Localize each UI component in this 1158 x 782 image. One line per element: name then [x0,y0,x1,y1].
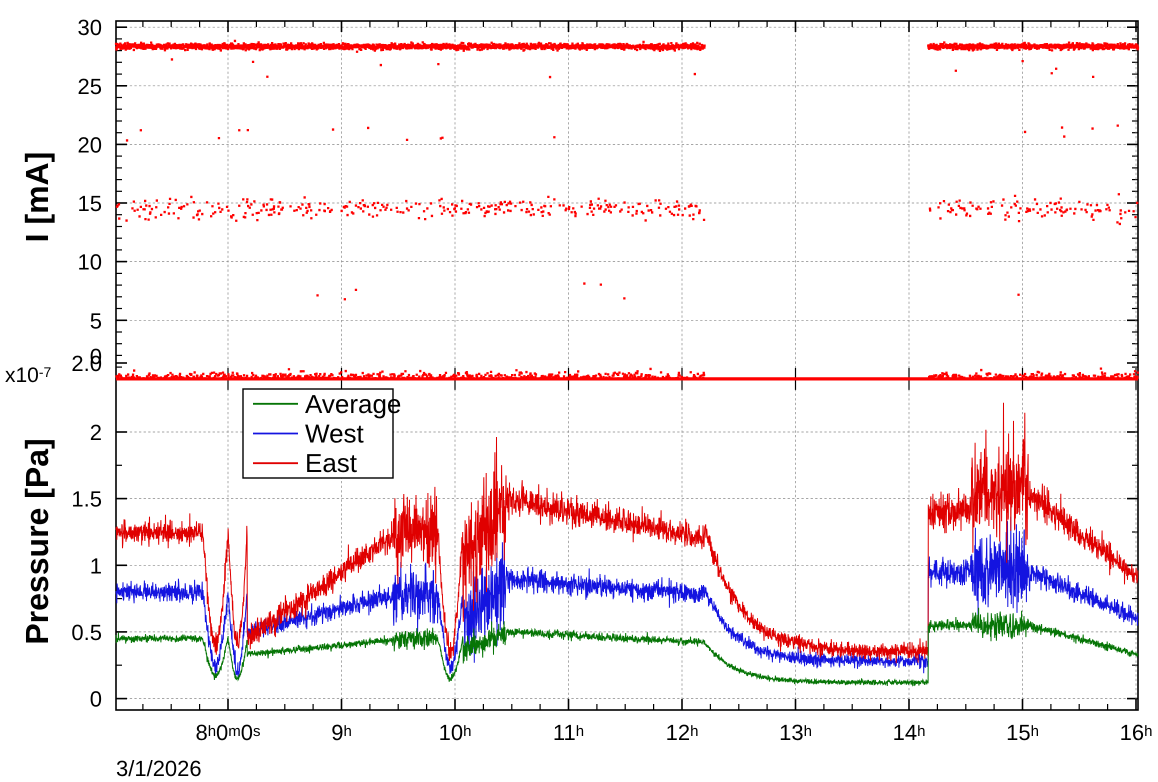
svg-text:15: 15 [78,191,102,216]
svg-text:Pressure [Pa]: Pressure [Pa] [19,438,55,644]
svg-text:0: 0 [90,344,102,369]
svg-text:East: East [305,448,358,478]
svg-text:8h0m0s: 8h0m0s [195,720,260,745]
svg-text:Average: Average [305,389,401,419]
svg-text:1.5: 1.5 [71,487,102,512]
svg-text:0: 0 [90,687,102,712]
svg-text:20: 20 [78,132,102,157]
svg-text:West: West [305,419,365,449]
svg-text:1: 1 [90,553,102,578]
svg-text:2: 2 [90,420,102,445]
svg-text:25: 25 [78,74,102,99]
svg-text:5: 5 [90,308,102,333]
svg-text:3/1/2026: 3/1/2026 [116,756,202,781]
svg-text:0.5: 0.5 [71,620,102,645]
svg-text:I [mA]: I [mA] [19,152,55,243]
svg-text:10: 10 [78,250,102,275]
svg-text:30: 30 [78,15,102,40]
